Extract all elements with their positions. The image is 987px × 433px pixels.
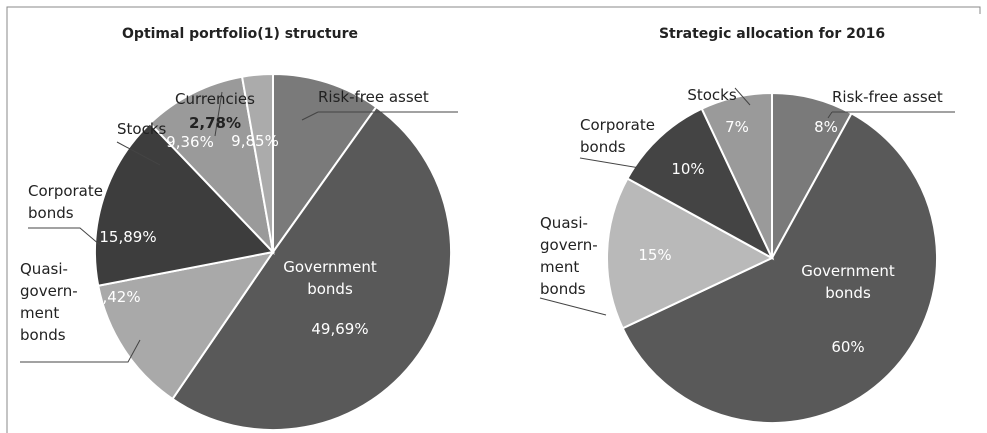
category-label: Corporate bonds: [580, 116, 655, 156]
category-label: Government bonds: [801, 262, 895, 302]
value-label: 7%: [725, 118, 749, 136]
value-label: 2,78%: [189, 114, 241, 132]
leader-line: [827, 111, 833, 119]
pie-slice: [272, 72, 378, 256]
pie-slice: [148, 75, 275, 256]
pie-slice: [240, 72, 274, 253]
chart-title: Strategic allocation for 2016: [659, 26, 885, 42]
category-label: Quasi-govern-ment bonds: [20, 260, 78, 344]
leader-line: [214, 91, 223, 137]
pie-slice: [700, 91, 773, 259]
value-label: 15,89%: [99, 228, 156, 246]
value-label: 8%: [814, 118, 838, 136]
value-label: 49,69%: [311, 320, 368, 338]
pie-slice: [97, 250, 276, 401]
pie-slice: [605, 177, 775, 330]
category-label: Corporate bonds: [28, 182, 103, 222]
frame: [6, 6, 981, 433]
chart-title: Optimal portfolio(1) structure: [122, 26, 358, 42]
value-label: 15%: [638, 246, 671, 264]
category-label: Government bonds: [283, 258, 377, 298]
category-label: Quasi-govern-ment bonds: [540, 214, 598, 298]
leader-line: [20, 339, 141, 363]
pie-slice: [626, 107, 775, 261]
pie-slice: [171, 105, 452, 432]
category-label: Stocks: [117, 120, 167, 138]
category-label: Stocks: [687, 86, 737, 104]
leader-line: [539, 297, 607, 316]
leader-line: [116, 141, 161, 166]
value-label: 12,42%: [83, 288, 140, 306]
category-label: Risk-free asset: [832, 88, 943, 106]
category-label: Risk-free asset: [318, 88, 429, 106]
leader-line: [579, 157, 641, 169]
value-label: 10%: [671, 160, 704, 178]
leader-line: [734, 87, 751, 106]
value-label: 9,36%: [166, 133, 214, 151]
leader-line: [301, 111, 319, 121]
pie-slice: [93, 121, 275, 287]
leader-line: [28, 227, 101, 246]
category-label: Currencies: [175, 90, 255, 108]
value-label: 9,85%: [231, 132, 279, 150]
value-label: 60%: [831, 338, 864, 356]
pie-slice: [621, 112, 938, 424]
